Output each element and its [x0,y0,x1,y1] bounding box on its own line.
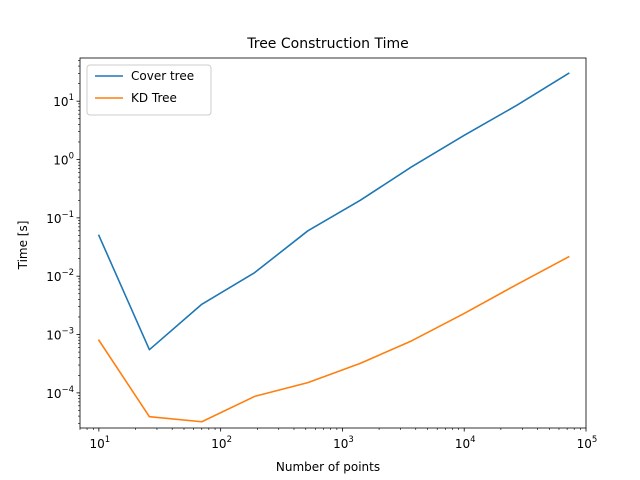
legend: Cover tree KD Tree [86,64,212,116]
legend-box [86,64,212,116]
y-tick-label: 10−2 [46,268,74,284]
axes-frame [79,57,587,429]
legend-entry-1: Cover tree [131,69,194,83]
y-tick-label: 100 [53,152,74,168]
x-tick-label: 102 [211,435,232,451]
y-tick-label: 10−4 [46,385,74,401]
x-tick-label: 105 [577,435,598,451]
y-axis-label: Time [s] [16,221,30,271]
y-tick-label: 101 [53,93,74,109]
x-tick-label: 103 [333,435,354,451]
y-tick-label: 10−1 [46,210,74,226]
axis-ticks: 101 102 103 104 105 10−4 10−3 10−2 10−1 100 101 [46,60,597,451]
series-line-2 [97,255,570,423]
plot-area [79,57,587,429]
x-tick-label: 104 [455,435,476,451]
legend-entry-2: KD Tree [131,91,177,105]
x-tick-label: 101 [90,435,111,451]
y-tick-label: 10−3 [46,327,74,343]
x-axis-label: Number of points [276,460,380,474]
chart-title: Tree Construction Time [246,36,408,52]
series-line-1 [97,72,570,351]
